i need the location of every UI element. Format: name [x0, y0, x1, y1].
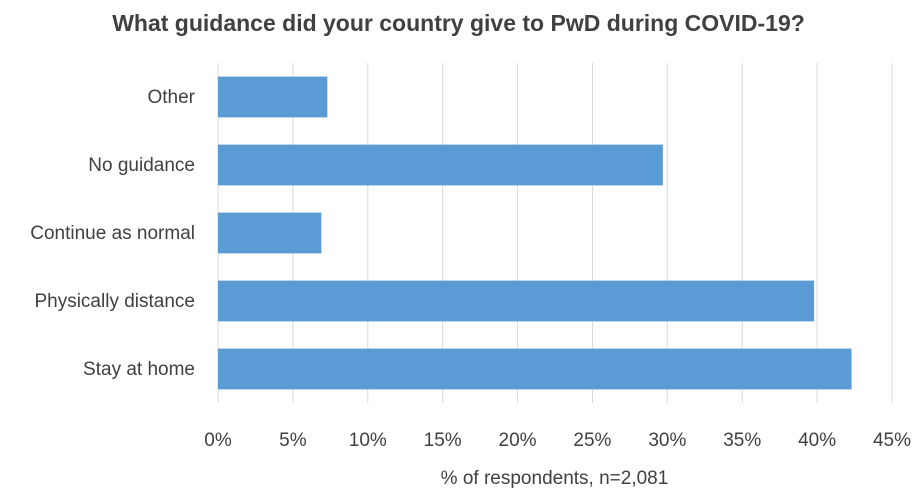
category-label: No guidance [88, 155, 195, 176]
x-tick-label: 10% [349, 430, 387, 451]
x-tick-label: 40% [798, 430, 836, 451]
category-label: Continue as normal [30, 223, 195, 244]
category-label: Other [147, 87, 195, 108]
x-tick-label: 0% [204, 430, 232, 451]
chart-title: What guidance did your country give to P… [112, 10, 805, 36]
x-tick-label: 5% [279, 430, 307, 451]
x-tick-label: 20% [499, 430, 537, 451]
bar [218, 280, 815, 322]
category-label: Stay at home [83, 359, 195, 380]
category-label: Physically distance [34, 291, 195, 312]
x-tick-label: 15% [424, 430, 462, 451]
x-tick-label: 45% [873, 430, 911, 451]
x-axis-label: % of respondents, n=2,081 [440, 468, 669, 489]
bar [218, 212, 322, 254]
bar [218, 144, 663, 186]
x-tick-label: 35% [723, 430, 761, 451]
bar [218, 348, 852, 390]
x-tick-label: 30% [648, 430, 686, 451]
bar [218, 76, 328, 118]
x-tick-label: 25% [573, 430, 611, 451]
